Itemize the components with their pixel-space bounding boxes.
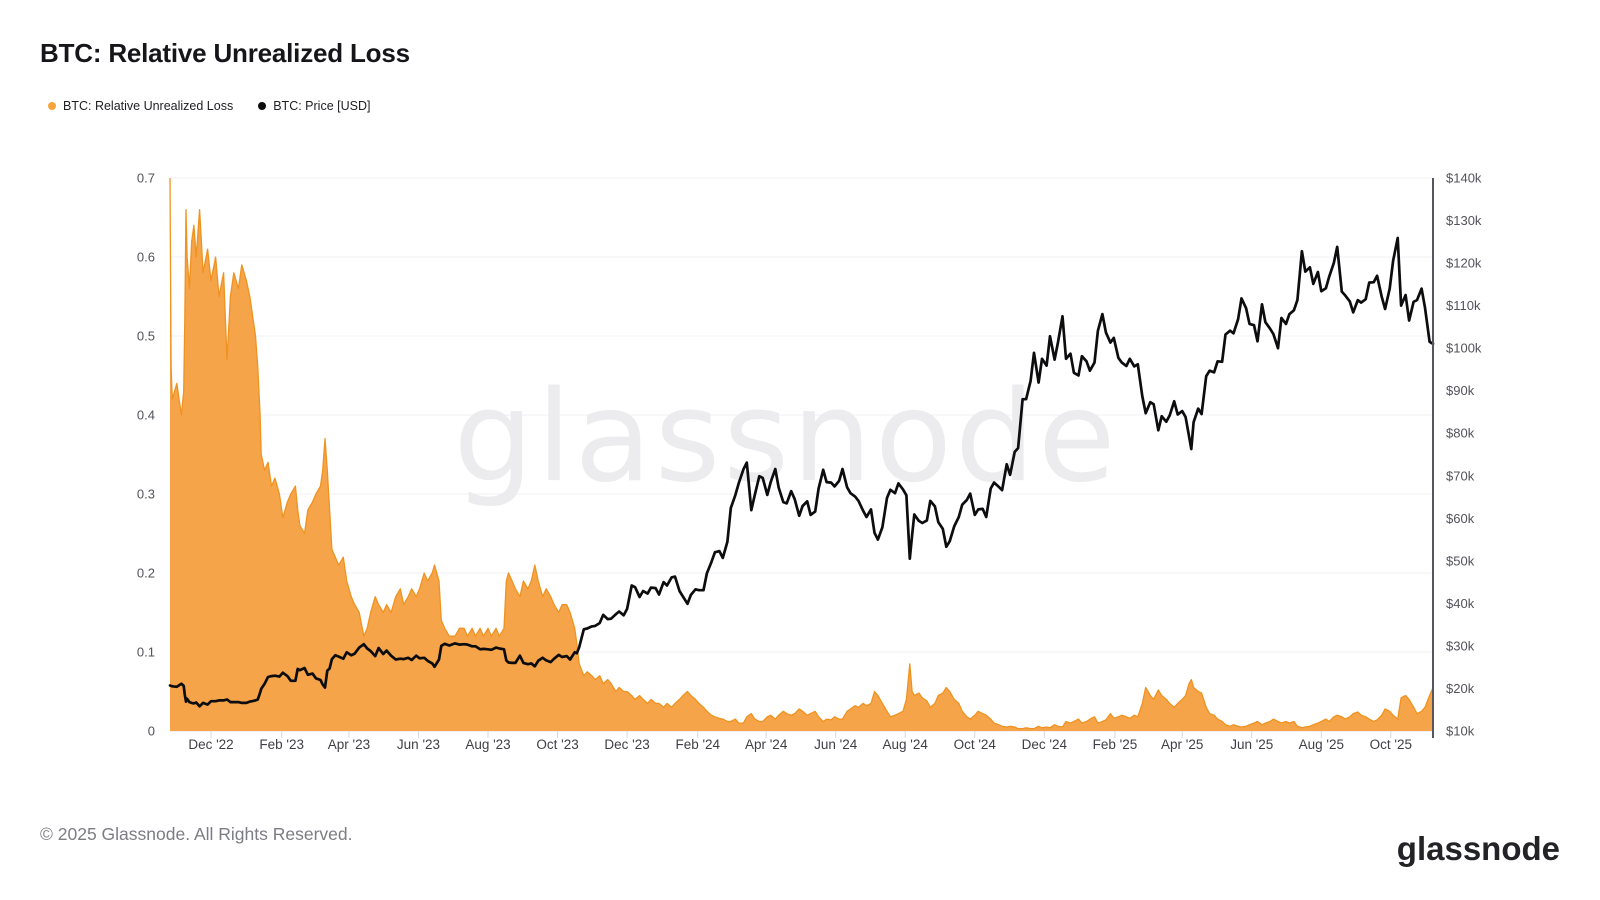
x-axis-tick-label: Feb '24 [675, 737, 720, 752]
left-axis-tick-label: 0.6 [137, 250, 155, 265]
rul-area-outline [169, 177, 1434, 730]
left-axis-tick-label: 0.4 [137, 408, 155, 423]
x-axis-tick-label: Aug '25 [1299, 737, 1344, 752]
legend-item-relative-unrealized-loss[interactable]: BTC: Relative Unrealized Loss [48, 99, 233, 113]
right-axis-tick-label: $120k [1446, 256, 1482, 271]
right-axis-tick-label: $50k [1446, 553, 1475, 568]
x-axis-tick-label: Jun '23 [397, 737, 440, 752]
right-axis-tick-label: $30k [1446, 638, 1475, 653]
right-axis-tick-label: $40k [1446, 596, 1475, 611]
chart-legend: BTC: Relative Unrealized Loss BTC: Price… [48, 99, 395, 113]
x-axis-tick-label: Aug '24 [883, 737, 929, 752]
x-axis-tick-label: Feb '23 [259, 737, 304, 752]
copyright-text: © 2025 Glassnode. All Rights Reserved. [40, 824, 353, 844]
x-axis-tick-label: Jun '25 [1230, 737, 1273, 752]
chart-canvas[interactable]: 0 0.1 0.2 0.3 0.4 0.5 0.6 0.7 Dec '22 Feb '23 Apr … [0, 0, 1600, 780]
x-axis-tick-label: Aug '23 [465, 737, 510, 752]
right-axis-tick-label: $90k [1446, 383, 1475, 398]
x-axis-tick-label: Apr '23 [328, 737, 370, 752]
legend-dot-orange-icon [48, 102, 56, 110]
x-axis-tick-label: Apr '24 [745, 737, 788, 752]
legend-label: BTC: Relative Unrealized Loss [63, 99, 234, 113]
glassnode-logo: glassnode [1396, 830, 1560, 867]
right-axis-tick-label: $20k [1446, 681, 1475, 696]
left-axis-tick-label: 0.5 [137, 329, 155, 344]
right-axis-tick-label: $130k [1446, 213, 1482, 228]
x-axis-tick-label: Oct '24 [954, 737, 997, 752]
right-axis-tick-label: $70k [1446, 468, 1475, 483]
right-axis-tick-label: $60k [1446, 511, 1475, 526]
right-axis-tick-label: $110k [1446, 298, 1481, 313]
x-axis-tick-label: Dec '24 [1022, 737, 1068, 752]
x-axis-tick-label: Jun '24 [814, 737, 858, 752]
left-axis-tick-label: 0.3 [137, 487, 155, 502]
x-axis-tick-label: Apr '25 [1161, 737, 1203, 752]
legend-dot-black-icon [258, 102, 267, 110]
legend-item-btc-price[interactable]: BTC: Price [USD] [258, 99, 370, 113]
right-axis-tick-label: $10k [1446, 724, 1475, 739]
x-axis-tick-label: Dec '22 [188, 737, 233, 752]
x-axis-tick-label: Dec '23 [604, 737, 649, 752]
x-axis-tick-label: Oct '25 [1370, 737, 1412, 752]
glassnode-watermark: glassnode [454, 363, 1119, 510]
price-line-series [168, 236, 1435, 708]
left-axis-tick-label: 0 [148, 724, 155, 739]
left-axis-tick-label: 0.1 [137, 645, 155, 660]
right-axis-tick-label: $140k [1446, 171, 1482, 186]
x-axis-tick-label: Oct '23 [536, 737, 578, 752]
left-axis-tick-label: 0.7 [137, 171, 155, 186]
page-title: BTC: Relative Unrealized Loss [40, 38, 410, 68]
left-axis-tick-label: 0.2 [137, 566, 155, 581]
right-axis-tick-label: $80k [1446, 426, 1475, 441]
x-axis-tick-label: Feb '25 [1093, 737, 1138, 752]
legend-label: BTC: Price [USD] [273, 99, 371, 113]
chart-area: 0 0.1 0.2 0.3 0.4 0.5 0.6 0.7 Dec '22 Feb '23 Apr … [0, 0, 1600, 780]
right-axis-tick-label: $100k [1446, 341, 1482, 356]
